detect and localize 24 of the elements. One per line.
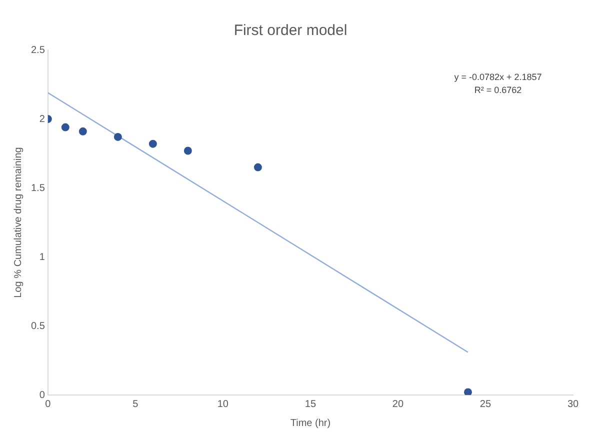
annotation: y = -0.0782x + 2.1857 bbox=[454, 72, 542, 82]
y-tick-label: 2 bbox=[39, 114, 46, 125]
point bbox=[254, 163, 262, 172]
point bbox=[148, 140, 157, 148]
y-tick-label: 1 bbox=[39, 252, 46, 263]
chart-title: First order model bbox=[234, 22, 348, 40]
x-tick-label: 25 bbox=[480, 398, 492, 410]
x-tick-label: 10 bbox=[217, 398, 229, 410]
y-tick-label: 1.5 bbox=[30, 182, 46, 194]
x-tick-label: 5 bbox=[132, 398, 139, 410]
x-tick-label: 30 bbox=[567, 398, 579, 410]
point bbox=[78, 127, 87, 136]
y-tick-label: 0.5 bbox=[30, 320, 46, 332]
point bbox=[184, 146, 192, 155]
x-tick-label: 15 bbox=[304, 398, 316, 410]
y-tick-label: 0 bbox=[39, 390, 46, 401]
annotation: R² = 0.6762 bbox=[474, 85, 522, 95]
x-axis-title: Time (hr) bbox=[290, 418, 331, 429]
point bbox=[114, 132, 122, 141]
y-axis-title: Log % Cumulative drug remaining bbox=[12, 147, 24, 298]
y-tick-label: 2.5 bbox=[30, 44, 46, 56]
point bbox=[61, 123, 70, 132]
x-tick-label: 20 bbox=[392, 398, 404, 410]
point bbox=[464, 388, 472, 395]
